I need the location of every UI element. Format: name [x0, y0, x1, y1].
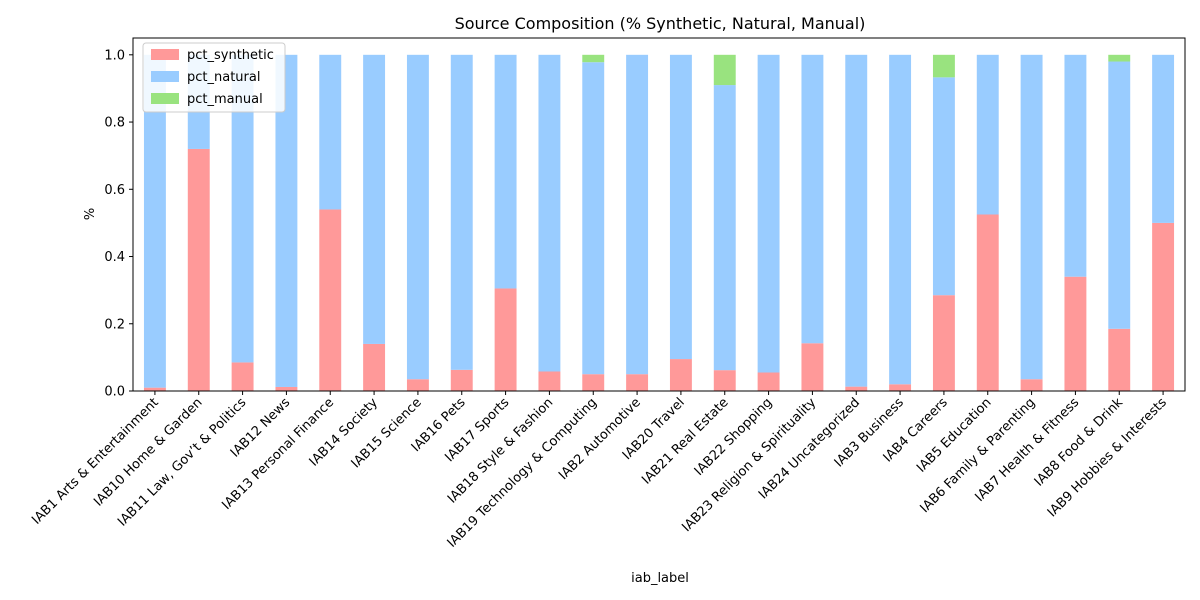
x-axis-label: iab_label: [631, 571, 689, 586]
y-tick-label: 0.4: [104, 250, 125, 265]
bar-pct_synthetic-18: [932, 295, 955, 391]
bar-pct_natural-4: [319, 54, 342, 210]
bar-pct_natural-18: [932, 77, 955, 296]
x-tick-label: IAB5 Education: [914, 395, 994, 475]
bar-pct_synthetic-23: [1152, 222, 1175, 391]
bar-pct_natural-12: [669, 54, 692, 360]
legend-label-pct_synthetic: pct_synthetic: [187, 48, 274, 63]
bar-pct_natural-15: [801, 54, 824, 344]
y-tick-label: 0.0: [104, 385, 125, 400]
bar-pct_natural-21: [1064, 54, 1087, 277]
chart-title: Source Composition (% Synthetic, Natural…: [455, 14, 866, 33]
x-tick-label: IAB2 Automotive: [556, 395, 644, 483]
bar-pct_synthetic-7: [450, 369, 473, 391]
bar-pct_synthetic-20: [1020, 379, 1043, 391]
bar-pct_natural-16: [845, 54, 868, 387]
bar-pct_natural-5: [363, 54, 386, 344]
bar-pct_synthetic-5: [363, 343, 386, 391]
bar-pct_manual-10: [582, 54, 605, 63]
bar-pct_synthetic-13: [713, 370, 736, 391]
bar-pct_manual-18: [932, 54, 955, 78]
y-axis: 0.0 0.2 0.4 0.6 0.8 1.0: [104, 48, 133, 400]
bar-pct_natural-2: [231, 54, 254, 363]
bar-pct_synthetic-17: [889, 384, 912, 391]
bar-pct_synthetic-2: [231, 362, 254, 391]
bar-pct_natural-13: [713, 85, 736, 371]
legend-label-pct_natural: pct_natural: [187, 70, 260, 85]
y-tick-label: 0.6: [104, 183, 125, 198]
bar-pct_natural-17: [889, 54, 912, 385]
bar-pct_synthetic-6: [406, 379, 429, 391]
bar-pct_synthetic-19: [976, 214, 999, 391]
bar-pct_synthetic-0: [143, 387, 166, 391]
bar-pct_synthetic-12: [669, 359, 692, 391]
bars-layer: [143, 54, 1175, 391]
bar-pct_synthetic-14: [757, 372, 780, 391]
bar-pct_natural-7: [450, 54, 473, 370]
y-axis-label: %: [83, 208, 98, 220]
bar-pct_natural-0: [143, 54, 166, 388]
y-tick-label: 0.2: [104, 317, 125, 332]
bar-pct_synthetic-1: [187, 148, 210, 391]
bar-pct_synthetic-10: [582, 374, 605, 391]
bar-pct_synthetic-9: [538, 371, 561, 391]
bar-pct_natural-10: [582, 62, 605, 375]
bar-pct_natural-3: [275, 54, 298, 387]
bar-pct_synthetic-16: [845, 386, 868, 391]
bar-pct_natural-19: [976, 54, 999, 215]
legend-swatch-pct_synthetic: [151, 49, 179, 60]
bar-pct_natural-6: [406, 54, 429, 380]
bar-pct_synthetic-11: [626, 374, 649, 391]
bar-pct_synthetic-8: [494, 288, 517, 391]
plot-frame: [132, 37, 1186, 392]
bar-pct_synthetic-3: [275, 386, 298, 391]
legend-swatch-pct_manual: [151, 93, 179, 104]
y-tick-label: 0.8: [104, 116, 125, 131]
bar-pct_natural-9: [538, 54, 561, 372]
x-tick-label: IAB22 Shopping: [692, 395, 776, 479]
legend-swatch-pct_natural: [151, 71, 179, 82]
bar-pct_manual-22: [1108, 54, 1131, 62]
legend: pct_synthetic pct_natural pct_manual: [142, 42, 286, 113]
y-tick-label: 1.0: [104, 48, 125, 63]
bar-pct_natural-22: [1108, 61, 1131, 329]
legend-label-pct_manual: pct_manual: [187, 92, 263, 107]
bar-pct_natural-11: [626, 54, 649, 375]
bar-pct_synthetic-4: [319, 209, 342, 391]
bar-pct_synthetic-15: [801, 343, 824, 391]
bar-pct_synthetic-22: [1108, 328, 1131, 391]
bar-pct_synthetic-21: [1064, 276, 1087, 391]
bar-pct_natural-14: [757, 54, 780, 373]
bar-pct_natural-23: [1152, 54, 1175, 223]
bar-pct_natural-8: [494, 54, 517, 289]
bar-pct_natural-20: [1020, 54, 1043, 380]
bar-pct_manual-13: [713, 54, 736, 86]
